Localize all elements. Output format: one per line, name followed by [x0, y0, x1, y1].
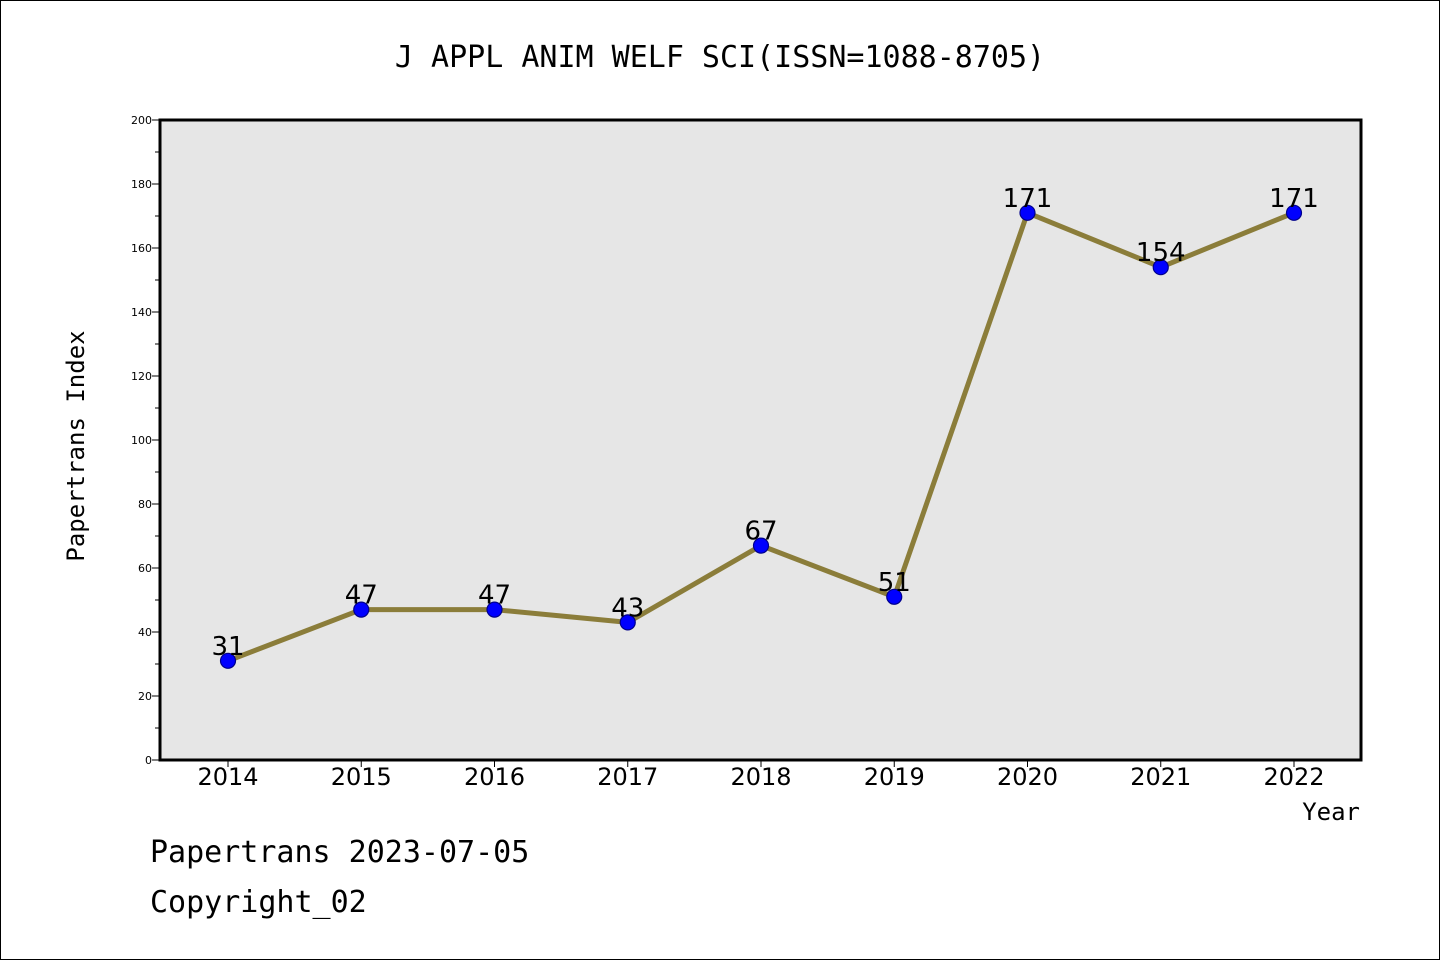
data-labels-group: 31 47 47 43 67 51 171 154 171 — [211, 184, 1318, 662]
data-point-marker — [752, 537, 770, 554]
plot-border — [158, 118, 1363, 762]
data-point-marker — [1152, 259, 1169, 276]
x-tick-label: 2021 — [1130, 763, 1191, 791]
data-point-marker — [619, 614, 636, 631]
y-axis-label: Papertrans Index — [62, 330, 90, 561]
x-tick-label: 2017 — [597, 763, 658, 791]
y-tick-label: 100 — [131, 434, 152, 447]
y-tick-label: 0 — [145, 754, 152, 767]
y-tick-label: 40 — [138, 626, 152, 639]
data-label: 171 — [1003, 184, 1053, 214]
x-tick-label: 2018 — [730, 763, 791, 791]
data-label: 154 — [1136, 238, 1186, 268]
data-point-marker — [1285, 204, 1303, 221]
x-tick-label: 2015 — [331, 763, 392, 791]
data-point-marker — [1019, 204, 1036, 221]
data-label: 47 — [345, 581, 378, 611]
data-label: 31 — [211, 632, 244, 662]
markers-group — [219, 204, 1303, 669]
y-tick-label: 120 — [131, 370, 152, 383]
y-tick-label: 20 — [138, 690, 152, 703]
data-point-marker — [219, 652, 237, 669]
x-axis-label: Year — [1302, 798, 1360, 826]
y-axis: 0 20 40 60 80 100 120 140 160 180 200 — [131, 114, 160, 767]
y-tick-label: 180 — [131, 178, 152, 191]
x-tick-label: 2020 — [997, 763, 1058, 791]
x-tick-label: 2019 — [864, 763, 925, 791]
data-label: 43 — [611, 593, 644, 623]
data-label: 171 — [1269, 184, 1319, 214]
y-tick-label: 80 — [138, 498, 152, 511]
footer-copyright-text: Copyright_02 — [150, 885, 367, 920]
data-label: 67 — [744, 517, 777, 547]
chart-title: J APPL ANIM WELF SCI(ISSN=1088-8705) — [395, 40, 1045, 75]
plot-area — [160, 120, 1361, 760]
y-tick-label: 140 — [131, 306, 152, 319]
y-tick-label: 200 — [131, 114, 152, 127]
x-tick-label: 2022 — [1263, 763, 1324, 791]
x-tick-label: 2016 — [464, 763, 525, 791]
y-tick-label: 60 — [138, 562, 152, 575]
x-tick-label: 2014 — [197, 763, 258, 791]
data-point-marker — [886, 588, 903, 605]
x-axis: 2014 2015 2016 2017 2018 2019 2020 2021 2022 — [197, 760, 1325, 791]
data-label: 47 — [478, 581, 511, 611]
y-tick-label: 160 — [131, 242, 152, 255]
data-point-marker — [353, 601, 370, 618]
data-point-marker — [486, 601, 503, 618]
data-label: 51 — [878, 568, 911, 598]
footer-date-text: Papertrans 2023-07-05 — [150, 835, 530, 870]
